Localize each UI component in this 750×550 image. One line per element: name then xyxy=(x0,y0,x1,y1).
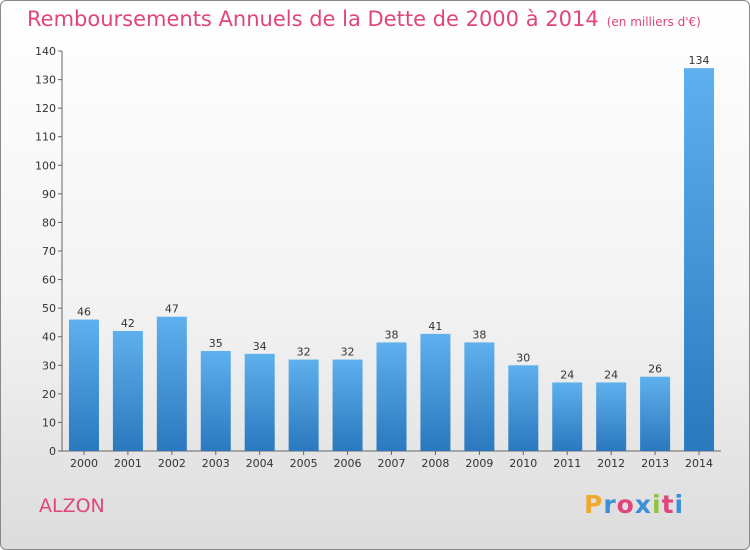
bar-value-label: 42 xyxy=(121,317,135,330)
y-tick-label: 80 xyxy=(42,216,56,229)
bar-value-label: 38 xyxy=(385,328,399,341)
bar xyxy=(376,342,407,451)
y-tick-label: 50 xyxy=(42,302,56,315)
logo-letter: t xyxy=(661,490,675,519)
x-tick-label: 2004 xyxy=(246,457,274,470)
bar-value-label: 35 xyxy=(209,337,223,350)
bar xyxy=(244,353,275,451)
x-tick-label: 2002 xyxy=(158,457,186,470)
y-tick-label: 40 xyxy=(42,331,56,344)
y-tick-label: 120 xyxy=(35,102,56,115)
bar-value-label: 34 xyxy=(253,340,267,353)
bar-value-label: 41 xyxy=(428,320,442,333)
logo-letter: x xyxy=(634,490,652,519)
x-tick-label: 2007 xyxy=(378,457,406,470)
y-tick-label: 130 xyxy=(35,74,56,87)
x-tick-label: 2013 xyxy=(641,457,669,470)
bar-value-label: 26 xyxy=(648,363,662,376)
bar xyxy=(288,359,319,451)
x-tick-label: 2009 xyxy=(465,457,493,470)
y-tick-label: 0 xyxy=(49,445,56,458)
bar xyxy=(112,331,143,451)
y-tick-label: 110 xyxy=(35,131,56,144)
bar xyxy=(420,333,451,451)
y-tick-label: 140 xyxy=(35,45,56,58)
y-tick-label: 70 xyxy=(42,245,56,258)
y-tick-label: 30 xyxy=(42,359,56,372)
bar-value-label: 32 xyxy=(297,346,311,359)
y-tick-label: 60 xyxy=(42,274,56,287)
bar xyxy=(640,376,671,451)
x-tick-label: 2012 xyxy=(597,457,625,470)
x-tick-label: 2011 xyxy=(553,457,581,470)
y-tick-label: 90 xyxy=(42,188,56,201)
y-tick-label: 100 xyxy=(35,159,56,172)
y-tick-label: 20 xyxy=(42,388,56,401)
x-tick-label: 2003 xyxy=(202,457,230,470)
bar xyxy=(156,316,187,451)
commune-name: ALZON xyxy=(39,495,105,517)
logo-letter: i xyxy=(652,490,662,519)
chart-title-unit: (en milliers d'€) xyxy=(606,15,701,29)
bar-value-label: 134 xyxy=(689,54,710,67)
x-tick-label: 2005 xyxy=(290,457,318,470)
x-tick-label: 2010 xyxy=(509,457,537,470)
logo-letter: P xyxy=(584,490,604,519)
chart-title: Remboursements Annuels de la Dette de 20… xyxy=(27,7,701,31)
bar xyxy=(596,382,627,451)
bar xyxy=(68,319,99,451)
bar-value-label: 38 xyxy=(472,328,486,341)
y-tick-label: 10 xyxy=(42,416,56,429)
bar xyxy=(200,351,231,451)
bar xyxy=(464,342,495,451)
logo-letter: o xyxy=(616,490,635,519)
bar xyxy=(508,365,539,451)
x-tick-label: 2014 xyxy=(685,457,713,470)
bar xyxy=(552,382,583,451)
bar xyxy=(332,359,363,451)
proxiti-logo: Proxiti xyxy=(584,490,684,519)
x-tick-label: 2008 xyxy=(421,457,449,470)
bar-value-label: 46 xyxy=(77,306,91,319)
bar-value-label: 47 xyxy=(165,303,179,316)
x-tick-label: 2000 xyxy=(70,457,98,470)
logo-letter: r xyxy=(603,490,617,519)
bar xyxy=(684,68,715,452)
bar-value-label: 32 xyxy=(341,346,355,359)
bar-value-label: 24 xyxy=(604,368,618,381)
x-tick-label: 2001 xyxy=(114,457,142,470)
chart-title-main: Remboursements Annuels de la Dette de 20… xyxy=(27,7,599,31)
logo-letter: i xyxy=(674,490,685,519)
x-tick-label: 2006 xyxy=(334,457,362,470)
bar-value-label: 24 xyxy=(560,368,574,381)
bar-value-label: 30 xyxy=(516,351,530,364)
